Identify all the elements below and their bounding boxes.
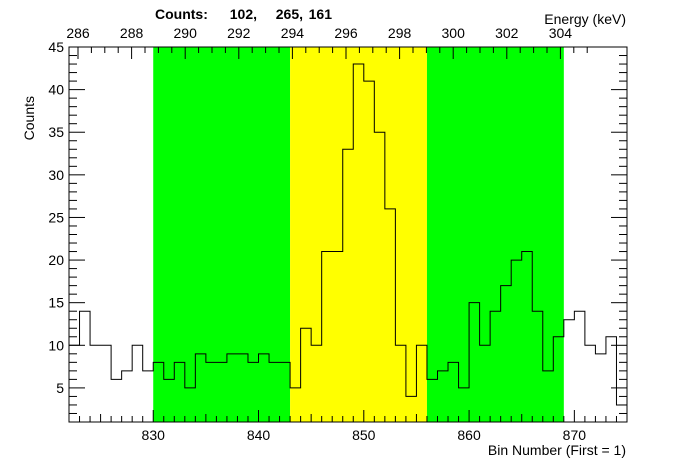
energy-tick-label: 302 (495, 25, 519, 41)
counts-label: Counts: (155, 6, 208, 22)
energy-tick-label: 290 (174, 25, 198, 41)
y-tick-label: 10 (48, 337, 64, 353)
region-0 (153, 47, 291, 422)
y-tick-label: 40 (48, 82, 64, 98)
counts-value-right: 161 (309, 6, 333, 22)
x-tick-label: 870 (563, 427, 587, 443)
region-2 (426, 47, 564, 422)
counts-value-center: 265, (276, 6, 303, 22)
y-tick-label: 35 (48, 124, 64, 140)
energy-tick-label: 292 (227, 25, 251, 41)
histogram-line (69, 63, 627, 406)
energy-tick-label: 288 (120, 25, 144, 41)
axis-tick-labels: 5 10 15 20 25 30 35 40 45 830 840 850 860 870 286 288 29… (48, 25, 586, 443)
y-tick-label: 45 (48, 39, 64, 55)
energy-tick-label: 304 (549, 25, 573, 41)
y-axis-label: Counts (21, 96, 37, 140)
energy-tick-label: 300 (442, 25, 466, 41)
x-tick-label: 840 (247, 427, 271, 443)
region-1 (290, 47, 427, 422)
energy-tick-label: 286 (66, 25, 90, 41)
y-tick-label: 5 (56, 380, 64, 396)
energy-tick-label: 296 (334, 25, 358, 41)
x-tick-label: 860 (457, 427, 481, 443)
y-tick-label: 20 (48, 252, 64, 268)
axis-ticks (68, 46, 628, 423)
energy-tick-label: 298 (388, 25, 412, 41)
y-tick-label: 15 (48, 295, 64, 311)
x-axis-label: Bin Number (First = 1) (488, 442, 626, 458)
energy-tick-label: 294 (281, 25, 305, 41)
x-tick-label: 850 (352, 427, 376, 443)
shaded-regions (153, 47, 564, 422)
y-tick-label: 25 (48, 209, 64, 225)
y-tick-label: 30 (48, 167, 64, 183)
counts-value-left: 102, (230, 6, 257, 22)
x-tick-label: 830 (142, 427, 166, 443)
top-axis-label: Energy (keV) (544, 11, 626, 27)
